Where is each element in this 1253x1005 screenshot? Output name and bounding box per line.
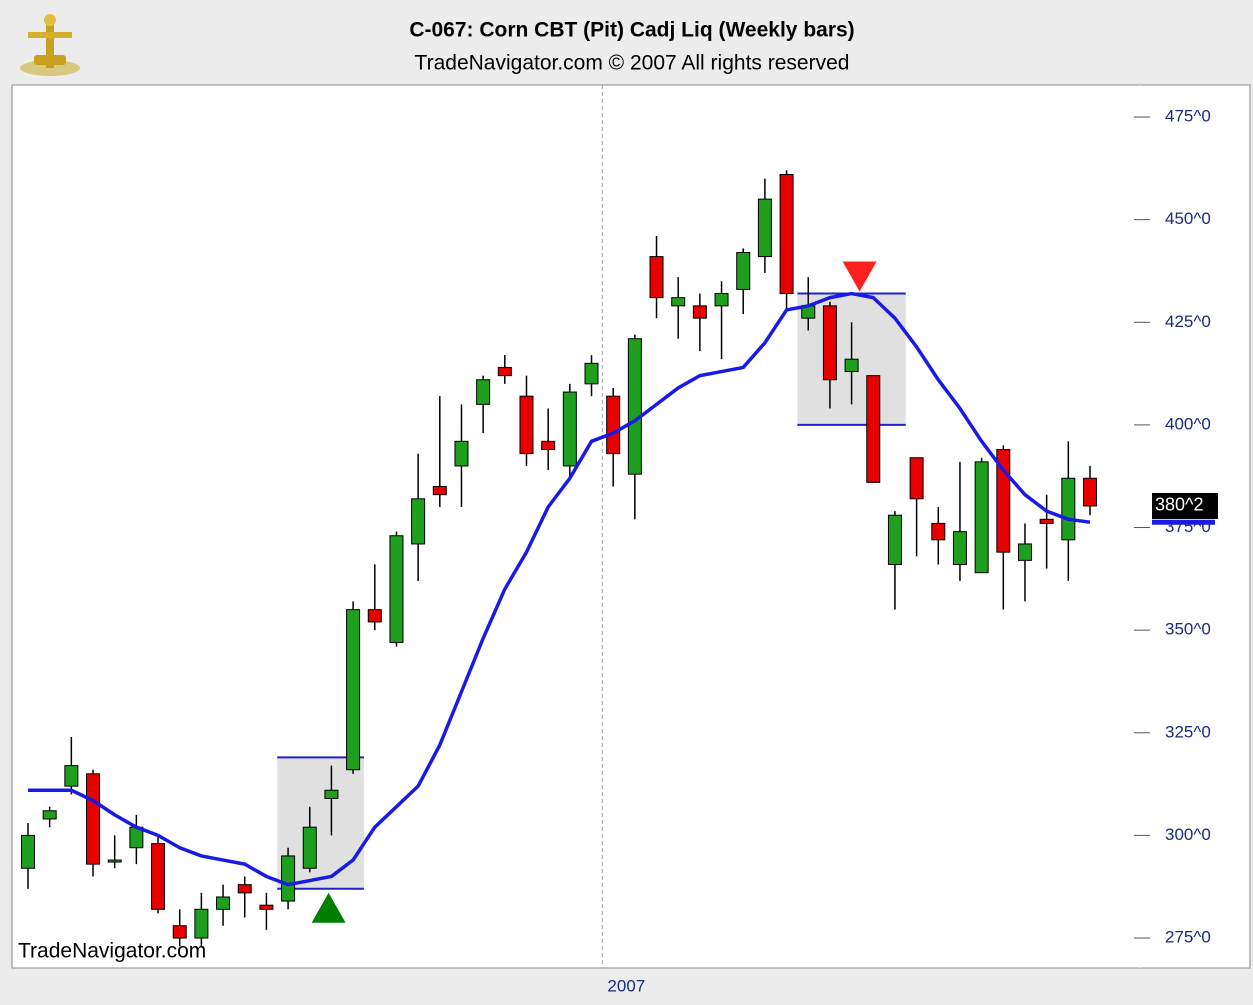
y-tick-label: 325^0 <box>1165 722 1211 741</box>
candle-body <box>259 904 274 910</box>
candle-body <box>779 173 794 295</box>
y-tick-label: 425^0 <box>1165 312 1211 331</box>
y-tick-label: 275^0 <box>1165 928 1211 947</box>
candle-body <box>497 366 512 377</box>
plot-area <box>11 84 1251 969</box>
signal-arrow <box>311 892 346 923</box>
candle-body <box>519 395 534 455</box>
candle-body <box>346 609 361 771</box>
moving-average <box>28 291 1091 887</box>
candle-body <box>1017 543 1032 561</box>
candle-body <box>974 461 989 574</box>
candle-body <box>324 789 339 799</box>
candle-body <box>194 908 209 939</box>
chart-subtitle: TradeNavigator.com © 2007 All rights res… <box>415 52 850 75</box>
candle-body <box>649 256 664 299</box>
candle-body <box>151 843 166 910</box>
candle-body <box>584 362 599 385</box>
candle-body <box>302 826 317 869</box>
logo <box>20 14 80 76</box>
last-price-label: 380^2 <box>1155 495 1204 515</box>
y-tick-label: 475^0 <box>1165 107 1211 126</box>
candle-body <box>454 440 469 467</box>
candle-body <box>714 293 729 307</box>
candle-body <box>432 485 447 496</box>
candle-body <box>757 198 772 258</box>
y-tick-label: 400^0 <box>1165 414 1211 433</box>
candle-body <box>671 297 686 307</box>
candle-body <box>476 379 491 405</box>
chart-title: C-067: Corn CBT (Pit) Cadj Liq (Weekly b… <box>409 19 854 42</box>
y-tick-label: 450^0 <box>1165 209 1211 228</box>
candle-body <box>1083 477 1097 507</box>
candle-body <box>844 358 859 373</box>
candle-body <box>541 440 556 451</box>
candle-body <box>562 391 577 467</box>
last-price-tag <box>1152 492 1218 519</box>
y-tick-label: 300^0 <box>1165 825 1211 844</box>
candle-body <box>627 338 642 475</box>
candle-body <box>281 855 296 902</box>
candle-body <box>64 765 79 787</box>
candle-body <box>606 395 621 455</box>
candle-body <box>931 522 946 541</box>
candle-body <box>736 251 751 290</box>
signal-arrow <box>842 261 877 292</box>
candle-body <box>237 884 252 894</box>
candle-body <box>1061 477 1076 541</box>
candle-body <box>42 810 57 820</box>
candle-body <box>692 305 707 319</box>
x-tick-label: 2007 <box>607 976 645 995</box>
candle-body <box>1039 518 1054 524</box>
candle-body <box>909 457 924 500</box>
candle-body <box>172 925 187 939</box>
candle-body <box>952 531 967 565</box>
candle-body <box>866 375 881 483</box>
candle-body <box>21 834 35 869</box>
candle-body <box>367 609 382 623</box>
candle-body <box>86 773 101 865</box>
candle-body <box>216 896 231 910</box>
candle-body <box>822 305 837 381</box>
candle-body <box>411 498 426 545</box>
candle-body <box>887 514 902 565</box>
candle-body <box>389 535 404 643</box>
candle-body <box>107 859 122 863</box>
y-tick-label: 350^0 <box>1165 620 1211 639</box>
watermark: TradeNavigator.com <box>18 940 206 963</box>
